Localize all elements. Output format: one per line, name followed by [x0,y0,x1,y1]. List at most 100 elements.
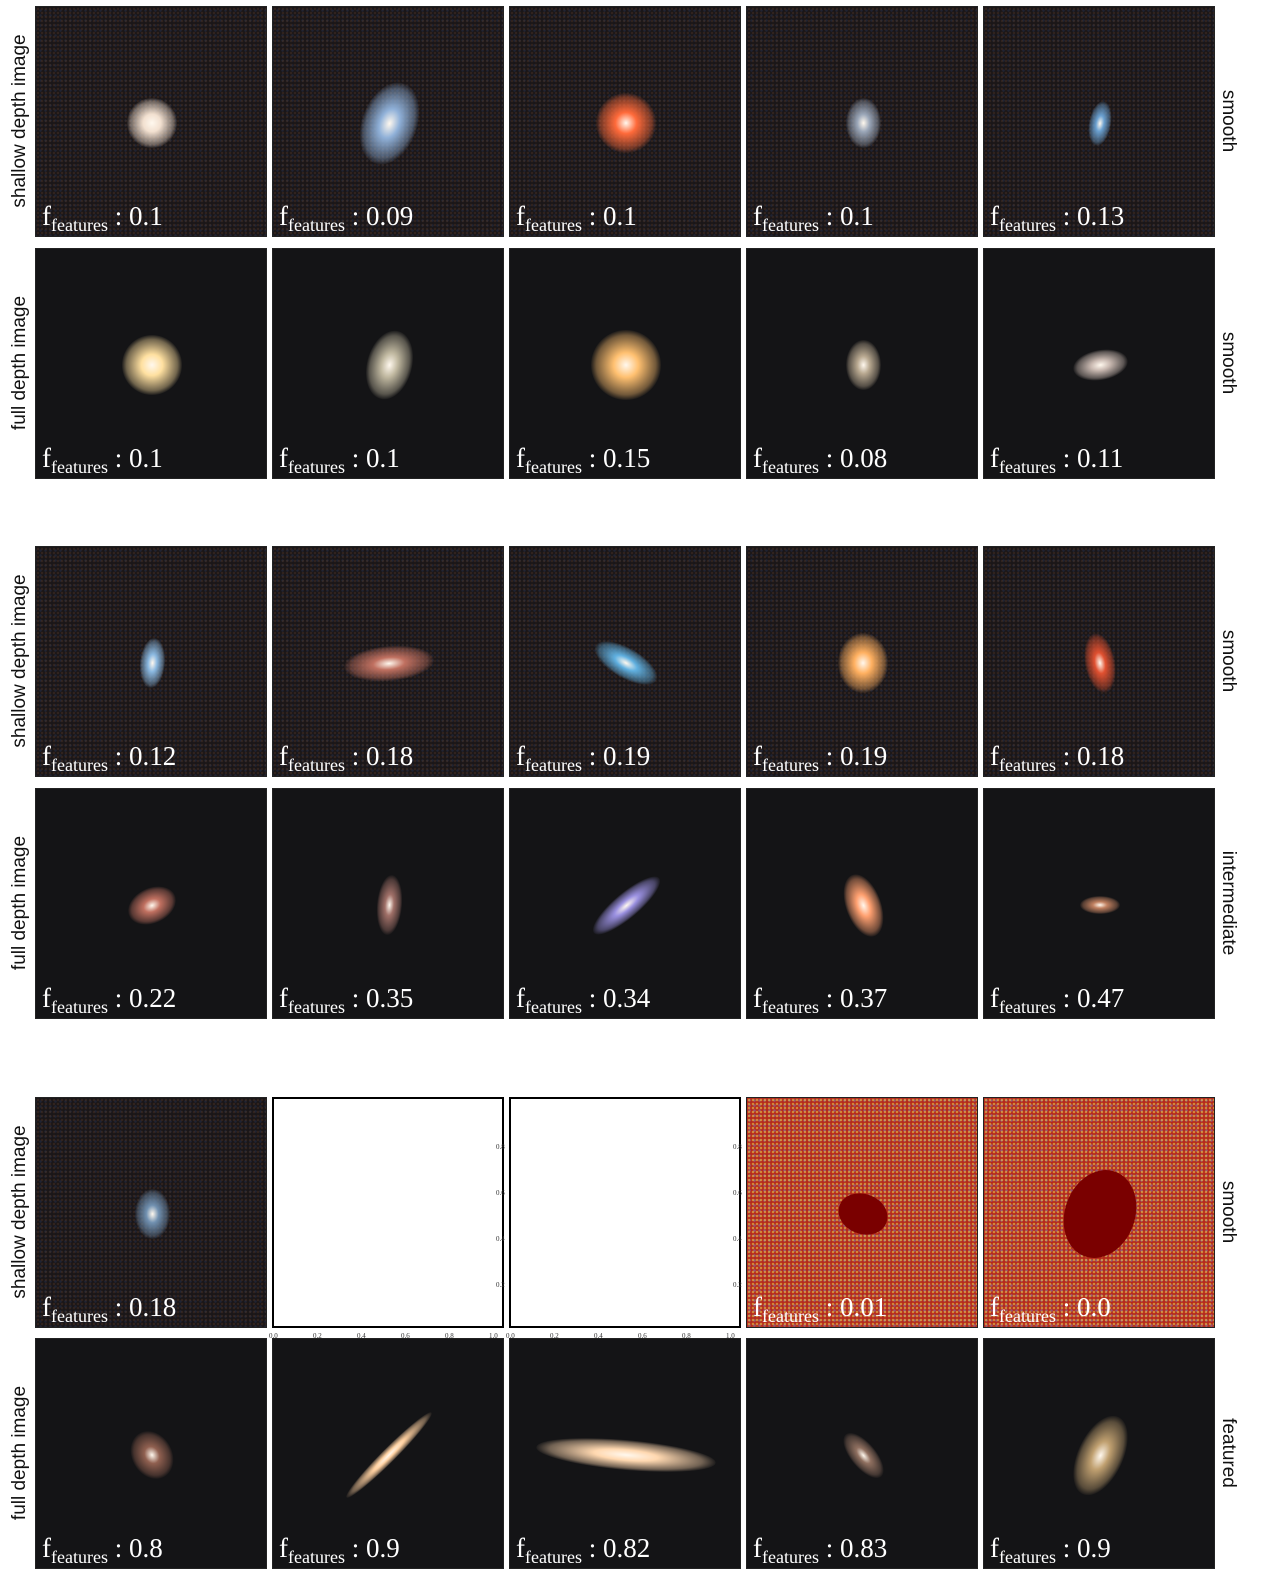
separator: : [114,201,123,231]
subscript: features [525,457,582,477]
separator: : [588,443,597,473]
separator: : [825,741,834,771]
empty-axes: 0.0 0.2 0.4 0.6 0.8 1.0 0.2 0.4 0.6 0.8 [269,1097,505,1340]
galaxy [1080,896,1120,914]
class-label: intermediate [1218,850,1239,956]
separator: : [114,443,123,473]
separator: : [351,1533,360,1563]
subscript: features [525,1547,582,1567]
separator: : [825,201,834,231]
subscript: features [288,755,345,775]
galaxy-panel: ffeatures : 0.19 [509,546,741,777]
f-features-label: ffeatures : 0.34 [516,983,651,1017]
separator: : [825,1292,834,1322]
side-label: shallow depth image [9,1125,30,1299]
subscript: features [762,997,819,1017]
galaxy [588,632,664,694]
separator: : [1062,1292,1071,1322]
galaxy-panel: ffeatures : 0.0 [983,1097,1215,1328]
x-tick-label: 1.0 [726,1332,735,1340]
separator: : [351,443,360,473]
value: 0.1 [839,201,874,231]
y-tick-label: 0.2 [733,1281,742,1289]
symbol: f [42,201,51,231]
symbol: f [753,201,762,231]
separator: : [351,201,360,231]
y-tick-label: 0.8 [496,1143,505,1151]
galaxy [832,1186,894,1242]
x-tick-label: 0.8 [445,1332,454,1340]
value: 0.0 [1076,1292,1111,1322]
separator: : [114,1533,123,1563]
symbol: f [990,1533,999,1563]
galaxy-panel: ffeatures : 0.08 [746,248,978,479]
f-features-label: ffeatures : 0.18 [42,1292,176,1326]
galaxy [121,878,183,932]
galaxy [134,1189,170,1239]
galaxy-panel: ffeatures : 0.11 [983,248,1215,479]
y-tick-label: 0.6 [733,1189,742,1197]
value: 0.34 [602,983,651,1013]
subscript: features [51,1306,108,1326]
symbol: f [516,443,525,473]
separator: : [588,201,597,231]
x-tick-label: 0.6 [401,1332,410,1340]
subscript: features [51,457,108,477]
subscript: features [525,997,582,1017]
value: 0.35 [365,983,414,1013]
f-features-label: ffeatures : 0.47 [990,983,1124,1017]
separator: : [1062,201,1071,231]
f-features-label: ffeatures : 0.0 [990,1292,1111,1326]
x-tick-label: 1.0 [489,1332,498,1340]
galaxy-panel: ffeatures : 0.18 [272,546,504,777]
f-features-label: ffeatures : 0.22 [42,983,176,1017]
f-features-label: ffeatures : 0.9 [279,1533,400,1567]
subscript: features [762,1547,819,1567]
galaxy [535,1432,717,1478]
subscript: features [51,997,108,1017]
side-label: full depth image [9,295,30,431]
value: 0.37 [839,983,888,1013]
f-features-label: ffeatures : 0.1 [753,201,874,235]
subscript: features [999,215,1056,235]
symbol: f [42,983,51,1013]
galaxy [591,330,661,400]
f-features-label: ffeatures : 0.18 [279,741,413,775]
value: 0.83 [839,1533,888,1563]
side-label: full depth image [9,1385,30,1521]
symbol: f [279,201,288,231]
separator: : [114,741,123,771]
y-tick-label: 0.8 [733,1143,742,1151]
symbol: f [42,1533,51,1563]
separator: : [1062,741,1071,771]
subscript: features [51,215,108,235]
separator: : [1062,1533,1071,1563]
galaxy-panel: ffeatures : 0.1 [272,248,504,479]
galaxy [1080,630,1120,696]
galaxy-panel: ffeatures : 0.35 [272,788,504,1019]
x-tick-label: 0.4 [594,1332,603,1340]
f-features-label: ffeatures : 0.8 [42,1533,163,1567]
galaxy-panel: ffeatures : 0.22 [35,788,267,1019]
value: 0.15 [602,443,651,473]
galaxy-panel: ffeatures : 0.1 [746,6,978,237]
subscript: features [762,457,819,477]
symbol: f [990,443,999,473]
galaxy-panel: ffeatures : 0.9 [272,1338,504,1569]
f-features-label: ffeatures : 0.09 [279,201,413,235]
symbol: f [516,1533,525,1563]
galaxy [1051,1159,1149,1269]
value: 0.19 [602,741,651,771]
subscript: features [999,997,1056,1017]
separator: : [114,1292,123,1322]
galaxy-panel: ffeatures : 0.13 [983,6,1215,237]
x-tick-label: 0.2 [313,1332,322,1340]
galaxy-panel: ffeatures : 0.12 [35,546,267,777]
galaxy [838,633,888,693]
galaxy-panel: ffeatures : 0.18 [35,1097,267,1328]
class-label: smooth [1218,331,1239,395]
f-features-label: ffeatures : 0.13 [990,201,1124,235]
galaxy [835,1425,891,1485]
x-tick-label: 0.4 [357,1332,366,1340]
